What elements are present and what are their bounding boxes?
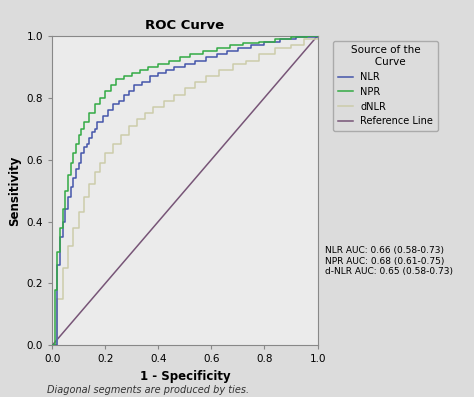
X-axis label: 1 - Specificity: 1 - Specificity xyxy=(139,370,230,383)
Y-axis label: Sensitivity: Sensitivity xyxy=(8,155,21,226)
Text: Diagonal segments are produced by ties.: Diagonal segments are produced by ties. xyxy=(47,385,249,395)
Text: NLR AUC: 0.66 (0.58-0.73)
NPR AUC: 0.68 (0.61-0.75)
d-NLR AUC: 0.65 (0.58-0.73): NLR AUC: 0.66 (0.58-0.73) NPR AUC: 0.68 … xyxy=(325,246,453,276)
Legend: NLR, NPR, dNLR, Reference Line: NLR, NPR, dNLR, Reference Line xyxy=(333,40,438,131)
Title: ROC Curve: ROC Curve xyxy=(146,19,224,32)
